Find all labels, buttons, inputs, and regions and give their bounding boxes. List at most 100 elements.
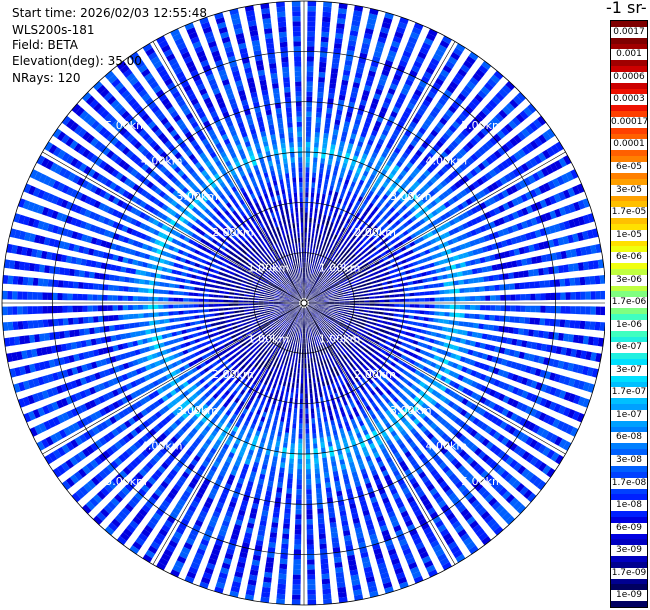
range-gate-cell	[482, 410, 491, 419]
range-gate-cell	[166, 544, 176, 553]
range-gate-cell	[513, 350, 521, 358]
range-gate-cell	[484, 343, 491, 351]
range-gate-cell	[226, 548, 235, 555]
range-gate-cell	[272, 361, 277, 367]
range-gate-cell	[445, 60, 455, 69]
range-gate-cell	[533, 477, 543, 488]
range-gate-cell	[304, 242, 307, 248]
range-gate-cell	[317, 335, 320, 341]
range-gate-cell	[376, 346, 382, 352]
range-gate-cell	[57, 414, 65, 424]
range-gate-cell	[298, 312, 301, 318]
range-gate-cell	[495, 418, 504, 427]
range-gate-cell	[278, 568, 287, 575]
range-gate-cell	[326, 322, 332, 327]
range-gate-cell	[448, 320, 454, 325]
range-gate-cell	[416, 355, 423, 361]
range-gate-cell	[367, 269, 373, 274]
range-gate-cell	[347, 344, 353, 349]
range-gate-cell	[499, 252, 506, 259]
range-gate-cell	[134, 492, 144, 501]
range-gate-cell	[348, 397, 354, 404]
range-gate-cell	[404, 398, 412, 405]
range-gate-cell	[345, 263, 351, 268]
range-gate-cell	[354, 5, 364, 12]
range-gate-cell	[281, 359, 285, 365]
range-gate-cell	[362, 236, 368, 242]
range-gate-cell	[323, 209, 328, 216]
range-gate-cell	[346, 488, 353, 495]
range-gate-cell	[337, 254, 342, 260]
range-gate-cell	[287, 312, 293, 316]
range-gate-cell	[309, 248, 312, 254]
range-gate-cell	[518, 351, 525, 359]
range-gate-cell	[107, 501, 117, 511]
range-gate-cell	[343, 294, 349, 297]
range-gate-cell	[354, 250, 360, 256]
range-gate-cell	[265, 339, 270, 344]
range-gate-cell	[260, 596, 270, 603]
range-gate-cell	[338, 505, 346, 512]
range-gate-cell	[489, 209, 497, 217]
range-gate-cell	[186, 378, 194, 385]
range-gate-cell	[447, 425, 456, 433]
range-gate-cell	[216, 326, 223, 330]
range-gate-cell	[349, 435, 355, 442]
range-gate-cell	[305, 212, 308, 218]
range-gate-cell	[525, 436, 534, 446]
range-gate-cell	[379, 133, 387, 141]
range-gate-cell	[267, 327, 273, 332]
range-gate-cell	[338, 8, 347, 15]
range-gate-cell	[99, 370, 106, 379]
range-gate-cell	[56, 399, 64, 409]
range-gate-cell	[529, 281, 536, 289]
range-gate-cell	[337, 242, 342, 248]
range-gate-cell	[567, 187, 576, 197]
range-gate-cell	[424, 137, 432, 145]
range-gate-cell	[217, 452, 225, 459]
range-gate-cell	[475, 305, 481, 311]
range-gate-cell	[427, 464, 436, 473]
range-gate-cell	[435, 140, 444, 148]
range-gate-cell	[297, 448, 303, 454]
range-gate-cell	[332, 292, 338, 295]
range-gate-cell	[252, 331, 258, 336]
range-gate-cell	[508, 476, 517, 486]
range-gate-cell	[362, 509, 370, 517]
range-gate-cell	[185, 485, 194, 494]
range-gate-cell	[249, 569, 259, 576]
range-gate-cell	[307, 1, 317, 7]
range-gate-cell	[498, 109, 508, 119]
range-gate-cell	[568, 393, 576, 403]
range-gate-cell	[316, 498, 323, 504]
range-gate-cell	[218, 330, 224, 335]
range-gate-cell	[305, 293, 308, 299]
range-gate-cell	[192, 524, 201, 532]
range-gate-cell	[451, 476, 461, 485]
range-gate-cell	[549, 434, 558, 444]
range-gate-cell	[342, 366, 347, 373]
range-gate-cell	[374, 327, 381, 331]
range-gate-cell	[372, 318, 378, 322]
range-gate-cell	[486, 265, 493, 272]
range-gate-cell	[485, 305, 491, 311]
range-gate-cell	[98, 395, 106, 404]
range-gate-cell	[250, 406, 256, 413]
range-gate-cell	[288, 312, 293, 317]
range-gate-cell	[402, 111, 410, 119]
range-gate-cell	[312, 162, 317, 168]
range-gate-cell	[235, 482, 243, 489]
range-gate-cell	[332, 251, 337, 257]
range-gate-cell	[421, 555, 432, 564]
range-gate-cell	[368, 243, 374, 249]
range-gate-cell	[419, 304, 425, 308]
range-gate-cell	[308, 317, 311, 323]
range-gate-cell	[244, 532, 252, 539]
range-gate-cell	[414, 304, 420, 308]
range-gate-cell	[215, 581, 226, 589]
range-gate-cell	[448, 473, 457, 482]
range-gate-cell	[505, 515, 515, 525]
range-gate-cell	[464, 357, 471, 365]
range-gate-cell	[230, 585, 240, 593]
range-gate-cell	[341, 342, 347, 348]
